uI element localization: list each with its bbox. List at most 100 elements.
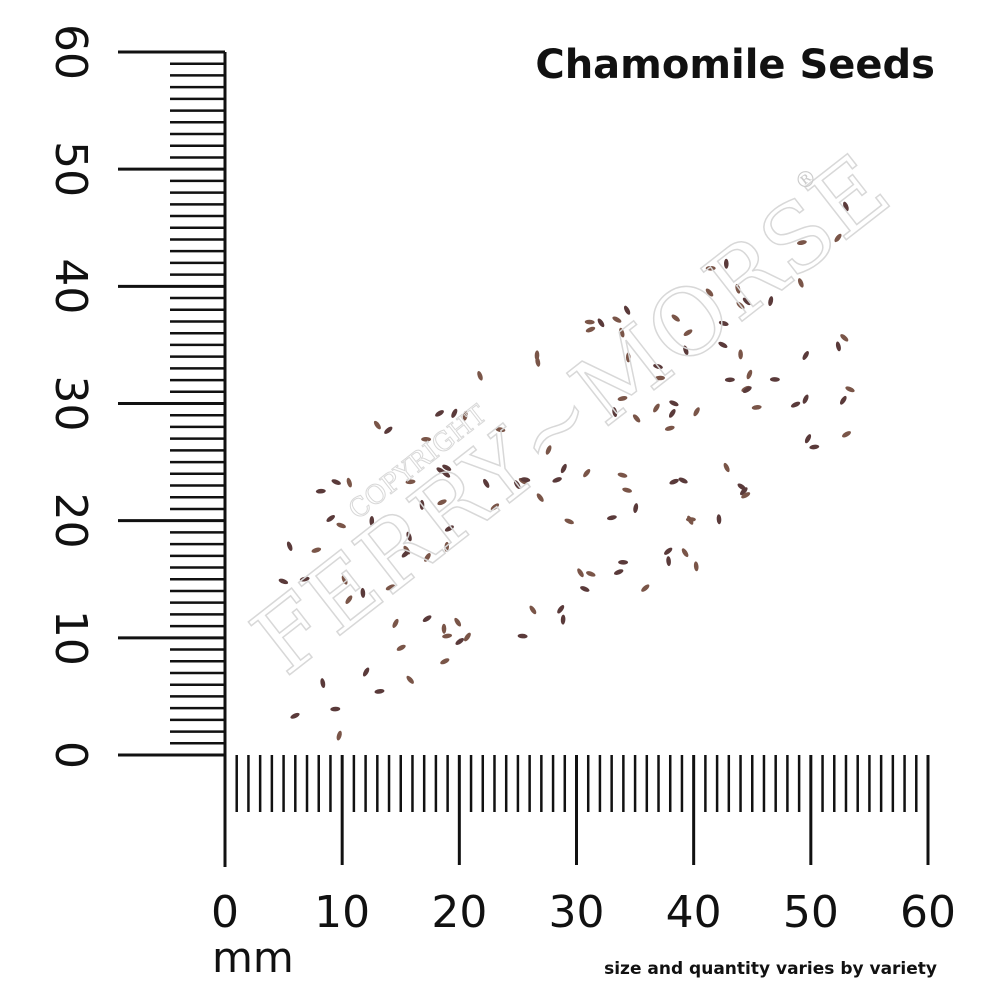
- y-ruler-label: 20: [45, 493, 96, 549]
- seed: [529, 605, 537, 615]
- seed: [520, 477, 531, 483]
- seed: [580, 586, 590, 592]
- seed: [839, 395, 847, 405]
- y-ruler-label: 10: [45, 610, 96, 666]
- seed: [419, 499, 425, 510]
- seed: [373, 420, 381, 430]
- y-ruler-label: 50: [45, 141, 96, 197]
- seed: [835, 341, 841, 352]
- seed: [693, 561, 699, 572]
- seed: [618, 559, 629, 565]
- y-ruler-label: 0: [45, 741, 96, 769]
- seed: [346, 477, 352, 488]
- seed: [454, 617, 462, 627]
- seed: [705, 288, 714, 297]
- seed: [716, 514, 722, 525]
- seed: [606, 515, 617, 521]
- seed: [315, 488, 326, 494]
- seed: [336, 522, 346, 529]
- seed: [336, 730, 342, 741]
- y-ruler-label: 30: [45, 376, 96, 432]
- seed: [705, 265, 716, 271]
- footer-note: size and quantity varies by variety: [604, 959, 937, 979]
- seed: [625, 352, 631, 363]
- seed: [584, 319, 595, 325]
- seed: [617, 472, 628, 478]
- seed: [669, 478, 679, 485]
- seed: [741, 492, 751, 499]
- seed: [802, 394, 809, 404]
- seed: [683, 329, 693, 336]
- seed: [597, 318, 605, 328]
- seed: [490, 503, 500, 511]
- seed: [462, 410, 468, 421]
- seed: [331, 479, 341, 485]
- seed: [341, 575, 348, 585]
- seed: [739, 487, 748, 496]
- seed: [440, 658, 450, 665]
- seed: [843, 201, 849, 212]
- seed: [360, 587, 366, 598]
- seed: [681, 548, 689, 558]
- seed: [406, 531, 412, 542]
- seed: [796, 240, 807, 246]
- seed: [477, 371, 483, 381]
- x-ruler-label: 20: [431, 887, 487, 938]
- seed: [718, 320, 729, 326]
- seed: [683, 345, 689, 356]
- seed: [436, 467, 446, 475]
- seed: [455, 638, 465, 645]
- seed: [623, 305, 631, 315]
- ruler-labels: 0 10 20 30 40 50 60 0 10 20 30 40 50 60: [45, 24, 956, 938]
- seed: [804, 434, 812, 444]
- seed: [299, 576, 310, 582]
- seed: [451, 408, 458, 418]
- seed: [534, 350, 540, 361]
- seed: [738, 349, 743, 360]
- seed: [664, 425, 675, 431]
- seed: [632, 414, 641, 423]
- seed: [278, 578, 289, 585]
- seed: [435, 410, 444, 417]
- seed: [483, 478, 490, 488]
- seed: [612, 407, 618, 418]
- x-ruler-label: 40: [666, 887, 722, 938]
- seed: [842, 431, 851, 438]
- x-ruler-label: 50: [783, 887, 839, 938]
- seed: [613, 569, 624, 575]
- title: Chamomile Seeds: [535, 42, 935, 88]
- seed: [311, 547, 322, 553]
- seed: [834, 233, 842, 243]
- rulers: [118, 50, 930, 867]
- seed: [685, 517, 696, 522]
- seed: [619, 327, 625, 338]
- seed: [693, 407, 700, 417]
- seed: [385, 584, 396, 591]
- seed: [552, 477, 562, 483]
- seed: [374, 689, 385, 694]
- seed: [653, 363, 663, 370]
- seed: [666, 556, 671, 567]
- seed: [442, 464, 452, 471]
- seed: [653, 403, 660, 413]
- x-ruler-label: 60: [900, 887, 956, 938]
- seed: [495, 427, 506, 433]
- seed: [517, 633, 528, 639]
- seed: [422, 615, 432, 623]
- seed: [369, 516, 375, 526]
- seed: [735, 283, 741, 294]
- seed: [769, 377, 780, 382]
- y-ruler-label: 40: [45, 258, 96, 314]
- seed: [724, 377, 735, 383]
- seed: [536, 493, 544, 502]
- seed: [622, 487, 632, 493]
- x-ruler-label: 10: [314, 887, 370, 938]
- seed: [396, 644, 406, 651]
- y-ruler-label: 60: [45, 24, 96, 80]
- seed: [345, 595, 353, 604]
- seed: [437, 499, 447, 506]
- seed: [560, 614, 566, 625]
- seed: [406, 675, 414, 684]
- seed: [362, 667, 370, 677]
